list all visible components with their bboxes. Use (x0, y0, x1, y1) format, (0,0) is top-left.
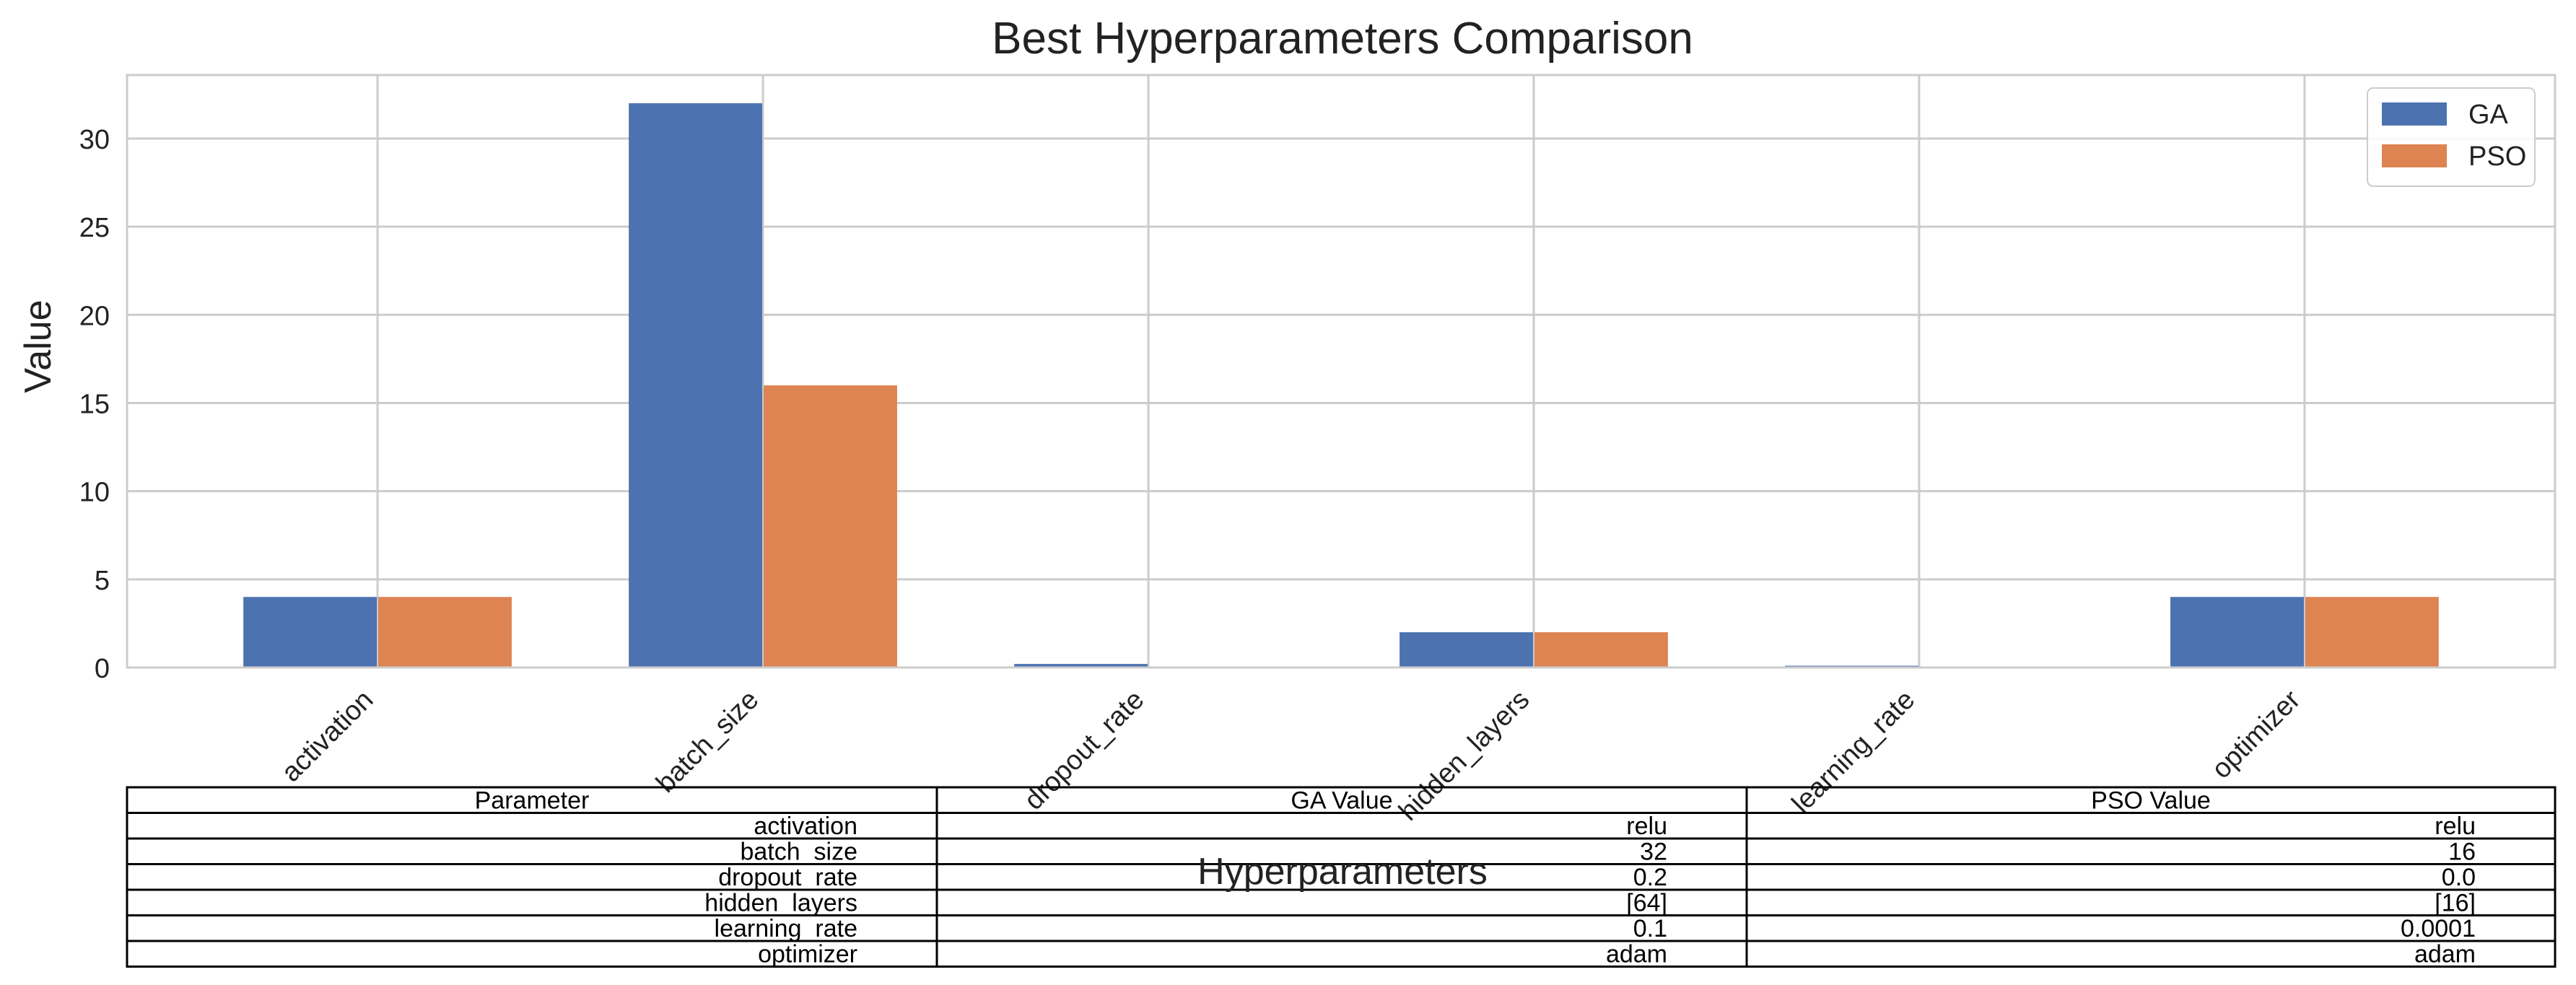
legend: GA PSO (2367, 87, 2536, 187)
table-cell-text: adam (2414, 941, 2476, 968)
table-cell-text: 0.1 (1633, 915, 1667, 942)
x-tick-label: learning_rate (1786, 685, 1921, 820)
table-cell-text: dropout_rate (718, 864, 857, 891)
plot-frame (126, 74, 2557, 669)
table-cell-text: batch_size (740, 839, 857, 866)
y-tick-label: 30 (79, 125, 110, 155)
chart-title: Best Hyperparameters Comparison (992, 14, 1693, 64)
table-cell (935, 812, 1748, 840)
table-cell-text: activation (754, 813, 857, 840)
table-cell (1745, 888, 2557, 916)
table-header-text: PSO Value (2091, 787, 2211, 815)
table-cell (935, 888, 1748, 916)
table-cell-text: [16] (2435, 890, 2476, 917)
y-tick-label: 25 (79, 213, 110, 243)
x-tick-label: hidden_layers (1393, 685, 1535, 827)
table-header-text: Parameter (475, 787, 590, 815)
data-table: Parameter GA Value PSO Value activation relu… (126, 786, 2557, 968)
table-cell (1745, 812, 2557, 840)
y-axis-label: Value (17, 299, 59, 393)
bar-pso (378, 597, 512, 667)
table-cell-text: learning_rate (715, 915, 857, 942)
bar-ga (1014, 664, 1148, 667)
table-cell (1745, 940, 2557, 968)
table-cell-text: 0.2 (1633, 864, 1667, 891)
plot-area: 0 5 10 15 20 25 30 activation batch_size dropout_… (79, 74, 2557, 827)
bar-ga (629, 103, 763, 668)
table-cell-text: optimizer (758, 941, 857, 968)
bar-ga (2170, 597, 2304, 667)
x-tick-label: dropout_rate (1018, 685, 1150, 816)
table-cell-text: adam (1606, 941, 1667, 968)
legend-label-pso: PSO (2468, 141, 2526, 172)
bar-ga (1400, 632, 1533, 667)
table-cell-text: 0.0001 (2401, 915, 2476, 942)
table-cell-text: 16 (2448, 839, 2476, 866)
plot-background (127, 75, 2555, 667)
table-cell-text: 0.0 (2442, 864, 2476, 891)
y-tick-label: 15 (79, 389, 110, 419)
bar-ga (243, 597, 377, 667)
table-header-text: GA Value (1291, 787, 1392, 815)
table-cell (935, 914, 1748, 942)
y-tick-label: 5 (95, 566, 110, 596)
table-cell-text: 32 (1640, 839, 1667, 866)
x-tick-label: batch_size (650, 685, 764, 799)
x-axis-label: Hyperparameters (1197, 851, 1488, 893)
bar-pso (2305, 597, 2439, 667)
y-tick-label: 20 (79, 301, 110, 331)
table-cell (1745, 837, 2557, 865)
bar-pso (764, 385, 897, 667)
table-cell-text: relu (1626, 813, 1667, 840)
y-tick-label: 10 (79, 478, 110, 508)
table-cell-text: [64] (1626, 890, 1667, 917)
legend-swatch-ga (2382, 102, 2447, 126)
x-tick-label: optimizer (2206, 684, 2307, 784)
legend-swatch-pso (2382, 144, 2447, 167)
table-cell (1745, 863, 2557, 891)
table-cell-text: hidden_layers (704, 890, 857, 917)
y-tick-label: 0 (95, 654, 110, 684)
legend-label-ga: GA (2468, 100, 2509, 130)
x-tick-label: activation (276, 685, 379, 788)
bar-pso (1534, 632, 1668, 667)
table-cell-text: relu (2435, 813, 2476, 840)
